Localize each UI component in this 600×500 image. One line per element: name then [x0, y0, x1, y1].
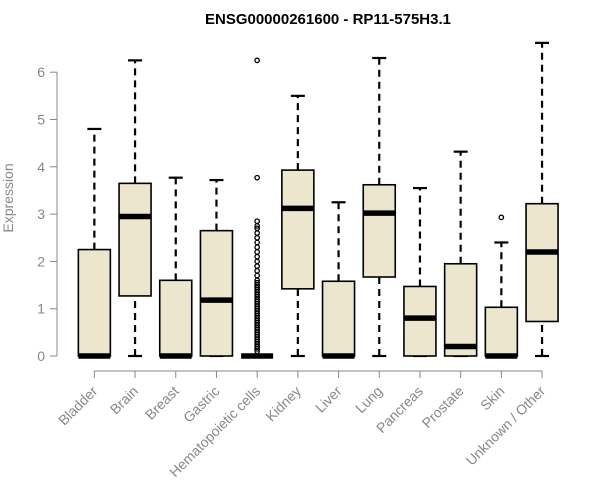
- outlier-point: [254, 263, 260, 269]
- y-tick-label: 4: [37, 159, 45, 175]
- outlier-point: [254, 253, 260, 260]
- outlier-point: [254, 234, 260, 241]
- box-6: [321, 201, 356, 359]
- outlier-point: [254, 272, 260, 279]
- box-1: [118, 59, 152, 358]
- y-tick-label: 3: [37, 206, 45, 222]
- y-axis: 0 1 2 3 4 5 6: [37, 64, 58, 364]
- outlier-point: [254, 57, 260, 64]
- box-iqr: [77, 248, 112, 357]
- y-tick-label: 1: [37, 301, 45, 317]
- box-iqr: [484, 306, 519, 357]
- box-iqr: [443, 262, 478, 357]
- box-7: [362, 56, 397, 358]
- box-iqr: [281, 169, 315, 290]
- outlier-point: [254, 239, 260, 246]
- box-iqr: [403, 285, 437, 357]
- x-tick-label: Prostate: [419, 383, 467, 431]
- box-iqr: [362, 183, 397, 278]
- y-tick-label: 2: [37, 253, 45, 269]
- x-tick-label: Liver: [312, 383, 345, 416]
- box-iqr: [525, 202, 559, 323]
- box-iqr: [118, 182, 152, 297]
- outlier-point: [254, 258, 260, 265]
- box-2: [158, 176, 193, 359]
- x-tick-label: Breast: [142, 383, 182, 423]
- outlier-point: [254, 218, 260, 225]
- y-tick-label: 6: [37, 64, 45, 80]
- box-10: [484, 214, 519, 359]
- x-tick-label: Kidney: [262, 383, 304, 425]
- outlier-point: [254, 346, 260, 352]
- x-tick-label: Lung: [352, 383, 385, 416]
- box-0: [77, 127, 112, 359]
- outlier-point: [254, 244, 260, 251]
- outlier-point: [498, 214, 505, 221]
- box-iqr: [321, 280, 356, 357]
- box-3: [199, 178, 234, 358]
- box-8: [403, 186, 437, 358]
- box-5: [281, 94, 315, 358]
- outlier-point: [254, 348, 260, 355]
- box-9: [443, 150, 478, 358]
- box-11: [525, 41, 559, 358]
- outlier-point: [254, 223, 260, 229]
- outlier-point: [254, 249, 260, 255]
- chart-title: ENSG00000261600 - RP11-575H3.1: [205, 11, 451, 28]
- outlier-point: [254, 268, 260, 274]
- y-axis-label: Expression: [0, 163, 16, 232]
- boxes-group: [77, 41, 559, 359]
- box-iqr: [199, 229, 234, 357]
- x-tick-label: Bladder: [55, 383, 101, 429]
- y-tick-label: 5: [37, 112, 45, 128]
- outlier-point: [254, 230, 260, 236]
- y-tick-label: 0: [37, 348, 45, 364]
- x-tick-label: Skin: [477, 383, 508, 414]
- outlier-point: [254, 174, 260, 181]
- box-4: [241, 57, 274, 359]
- x-tick-label: Brain: [107, 383, 141, 417]
- box-iqr: [158, 279, 193, 357]
